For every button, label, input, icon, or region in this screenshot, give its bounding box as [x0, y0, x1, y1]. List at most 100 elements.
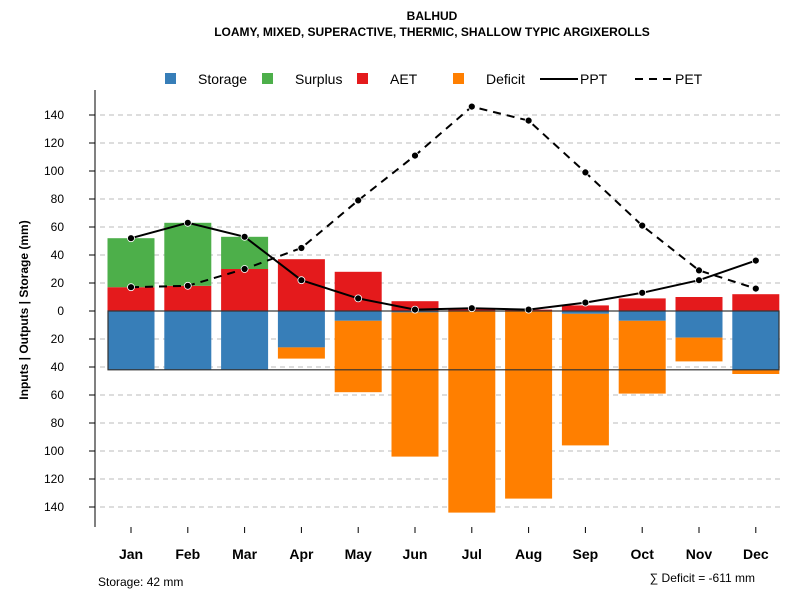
deficit-bar: [732, 369, 780, 374]
deficit-bar: [277, 347, 325, 359]
x-tick-label: Nov: [686, 546, 713, 562]
deficit-bar: [505, 311, 553, 499]
y-tick-label: 120: [44, 472, 64, 486]
storage-annotation: Storage: 42 mm: [98, 575, 183, 589]
aet-bar: [334, 271, 382, 311]
storage-bar: [164, 311, 212, 370]
storage-bar: [618, 311, 666, 321]
pet-point: [240, 265, 249, 273]
y-tick-label: 40: [51, 248, 65, 262]
deficit-bar: [618, 320, 666, 394]
ppt-point: [467, 304, 476, 313]
storage-capacity-box: [107, 310, 780, 371]
storage-bar: [675, 311, 723, 338]
deficit-bar: [675, 337, 723, 362]
aet-bar: [732, 294, 780, 311]
chart-title: BALHUD: [407, 9, 458, 23]
ppt-line: [130, 221, 757, 311]
legend-label: AET: [390, 71, 418, 87]
y-tick-label: 80: [51, 192, 65, 206]
x-tick-label: Aug: [515, 546, 542, 562]
y-tick-label: 60: [51, 220, 65, 234]
ppt-point: [183, 218, 192, 227]
legend-swatch-surplus: [262, 73, 273, 84]
y-tick-label: 100: [44, 164, 64, 178]
ppt-point: [354, 294, 363, 303]
deficit-bar: [391, 312, 439, 457]
x-tick-label: Mar: [232, 546, 257, 562]
surplus-bar: [221, 236, 269, 269]
ppt-point: [638, 288, 647, 297]
legend-label: PET: [675, 71, 703, 87]
surplus-bar: [107, 238, 155, 288]
y-tick-label: 0: [57, 304, 64, 318]
legend-swatch-storage: [165, 73, 176, 84]
y-tick-label: 20: [51, 276, 65, 290]
x-tick-label: Oct: [631, 546, 655, 562]
legend-swatch-aet: [357, 73, 368, 84]
legend-swatch-deficit: [453, 73, 464, 84]
x-tick-label: Jul: [462, 546, 482, 562]
aet-bar: [221, 269, 269, 311]
aet-bar: [618, 298, 666, 311]
x-tick-label: Jan: [119, 546, 143, 562]
legend-label: Deficit: [486, 71, 525, 87]
aet-bar: [675, 297, 723, 311]
storage-bar: [221, 311, 269, 370]
pet-point: [354, 196, 363, 205]
x-tick-label: Apr: [289, 546, 314, 562]
pet-point: [183, 281, 192, 290]
ppt-point: [695, 276, 703, 285]
storage-bar: [277, 311, 325, 348]
pet-point: [467, 102, 476, 111]
storage-bar: [107, 311, 155, 370]
legend-label: Surplus: [295, 71, 342, 87]
pet-line: [130, 105, 757, 290]
deficit-bar: [334, 320, 382, 393]
x-tick-label: Jun: [403, 546, 428, 562]
storage-bar: [334, 311, 382, 321]
pet-point: [127, 283, 135, 292]
ppt-point: [411, 305, 419, 314]
y-tick-label: 80: [51, 416, 65, 430]
x-tick-label: Feb: [175, 546, 200, 562]
surplus-bar: [164, 222, 212, 286]
y-tick-label: 140: [44, 500, 64, 514]
x-tick-label: Sep: [573, 546, 599, 562]
ppt-point: [581, 298, 590, 307]
pet-point: [695, 266, 703, 275]
storage-bar: [732, 311, 780, 370]
ppt-point: [240, 232, 249, 241]
x-tick-label: May: [345, 546, 372, 562]
y-tick-label: 20: [51, 332, 65, 346]
ppt-point: [751, 256, 760, 265]
y-tick-label: 140: [44, 108, 64, 122]
ppt-point: [297, 276, 306, 285]
y-axis-label: Inputs | Outputs | Storage (mm): [17, 220, 31, 399]
ppt-point: [524, 305, 533, 314]
ppt-point: [127, 234, 135, 243]
aet-bar: [164, 285, 212, 311]
y-tick-label: 120: [44, 136, 64, 150]
aet-bar: [561, 305, 609, 311]
aet-bar: [107, 287, 155, 311]
y-tick-label: 40: [51, 360, 65, 374]
pet-point: [751, 284, 760, 293]
deficit-bar: [561, 313, 609, 446]
legend-label: Storage: [198, 71, 247, 87]
pet-point: [524, 116, 533, 125]
y-tick-label: 60: [51, 388, 65, 402]
legend-label: PPT: [580, 71, 608, 87]
storage-bar: [561, 311, 609, 314]
pet-point: [581, 168, 590, 177]
pet-point: [638, 221, 647, 230]
chart-subtitle: LOAMY, MIXED, SUPERACTIVE, THERMIC, SHAL…: [214, 25, 650, 39]
pet-point: [297, 244, 306, 252]
x-tick-label: Dec: [743, 546, 769, 562]
pet-point: [411, 151, 419, 160]
deficit-annotation: ∑ Deficit = -611 mm: [650, 571, 755, 585]
y-tick-label: 100: [44, 444, 64, 458]
deficit-bar: [448, 311, 496, 513]
